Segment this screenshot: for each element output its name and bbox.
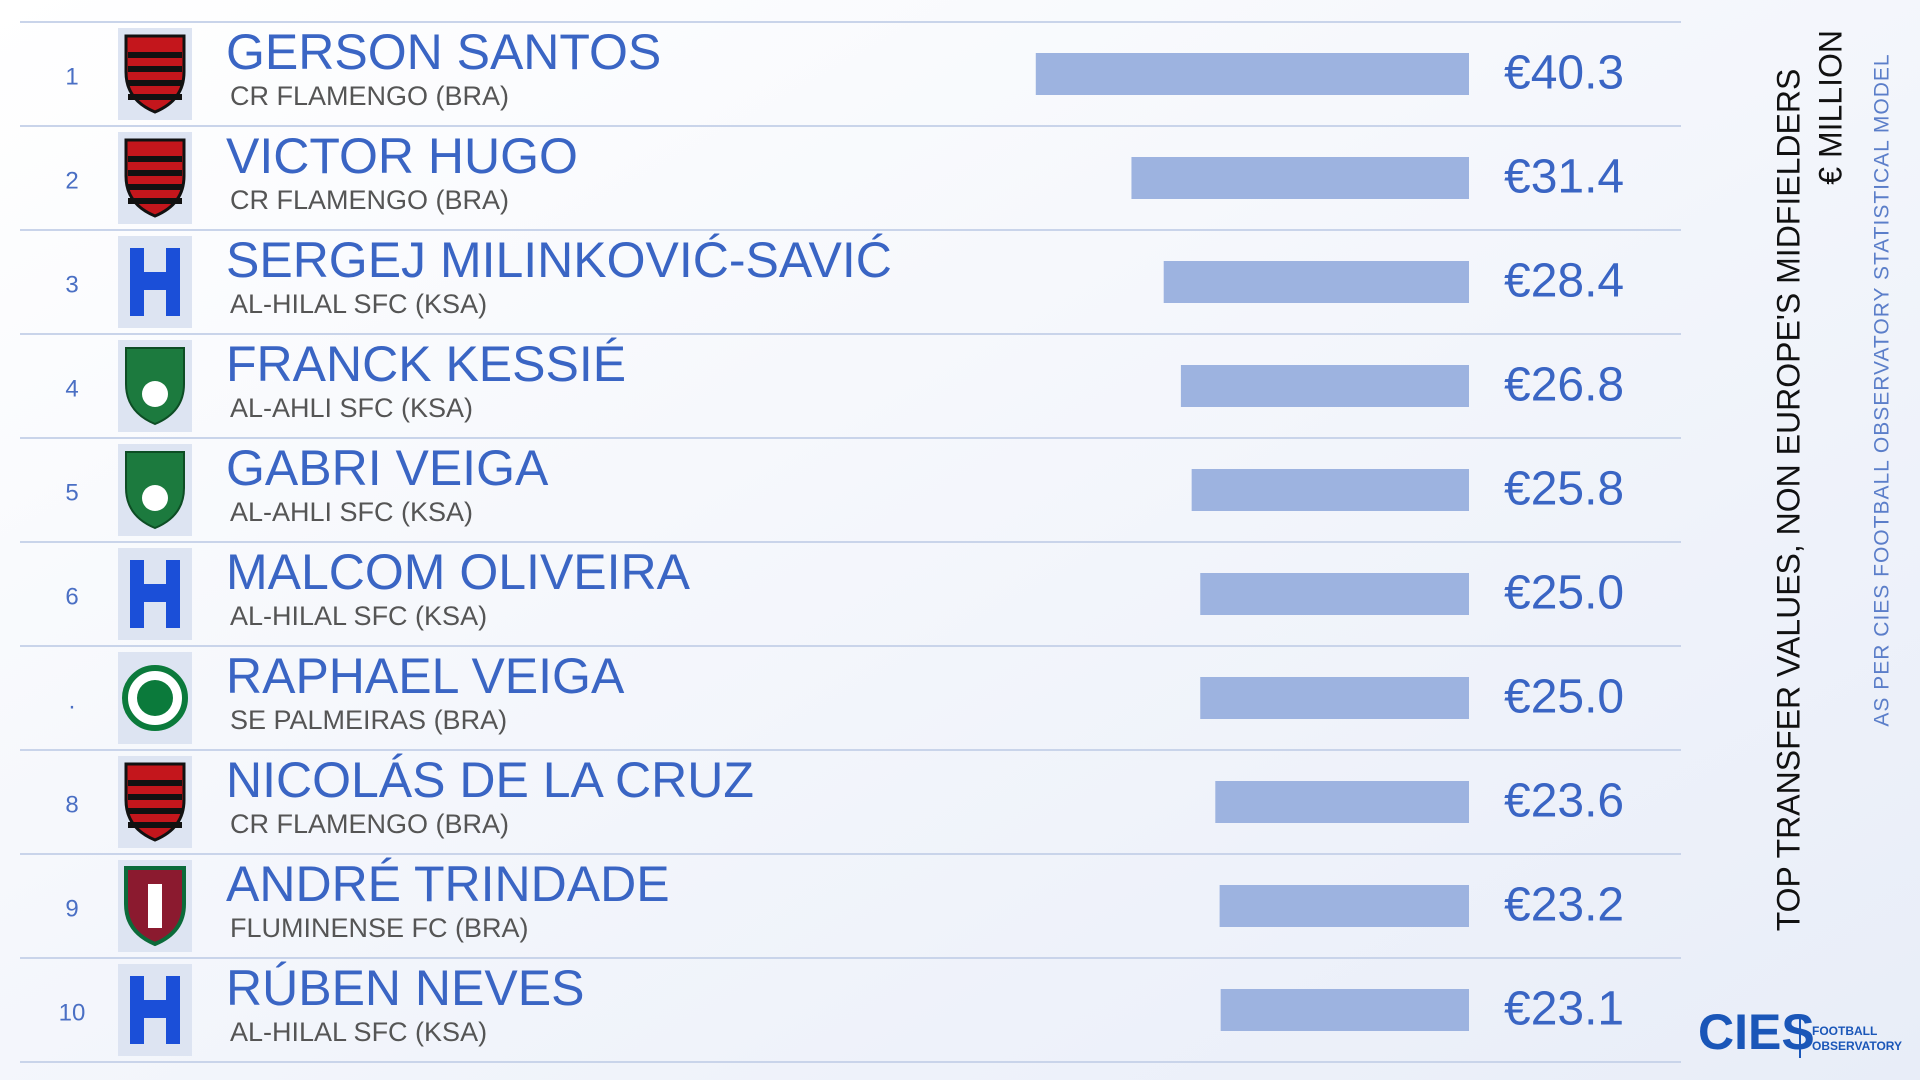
value-label: €40.3 — [1504, 47, 1624, 100]
chart-subtitle: € MILLION — [1812, 30, 1848, 185]
club-name: AL-HILAL SFC (KSA) — [230, 289, 487, 319]
logo-line: OBSERVATORY — [1812, 1039, 1902, 1053]
value-label: €25.0 — [1504, 671, 1624, 724]
value-label: €28.4 — [1504, 255, 1624, 308]
value-label: €23.6 — [1504, 775, 1624, 828]
player-name: SERGEJ MILINKOVIĆ-SAVIĆ — [226, 232, 892, 288]
club-name: CR FLAMENGO (BRA) — [230, 809, 509, 839]
rank-label: 10 — [59, 999, 86, 1026]
club-name: AL-HILAL SFC (KSA) — [230, 1017, 487, 1047]
rank-label: 6 — [65, 583, 78, 610]
club-crest — [130, 560, 180, 628]
crest-stripe — [128, 184, 182, 190]
player-name: NICOLÁS DE LA CRUZ — [226, 752, 754, 808]
crest-stripe — [128, 170, 182, 176]
club-name: AL-AHLI SFC (KSA) — [230, 393, 473, 423]
rank-label: 1 — [65, 63, 78, 90]
bar — [1191, 469, 1469, 511]
bar — [1200, 573, 1469, 615]
bar — [1219, 885, 1469, 927]
player-name: RÚBEN NEVES — [226, 960, 584, 1016]
bar — [1200, 677, 1469, 719]
club-crest — [130, 976, 180, 1044]
rank-label: 4 — [65, 375, 78, 402]
club-name: AL-HILAL SFC (KSA) — [230, 601, 487, 631]
crest-stripe — [128, 808, 182, 814]
source-note: AS PER CIES FOOTBALL OBSERVATORY STATIST… — [1871, 53, 1894, 726]
rank-label: . — [69, 687, 76, 714]
crest-stripe — [128, 156, 182, 162]
bar — [1035, 53, 1469, 95]
crest-stripe — [128, 94, 182, 100]
player-name: RAPHAEL VEIGA — [226, 648, 625, 704]
crest-emblem — [142, 485, 168, 511]
bar — [1131, 157, 1469, 199]
bar — [1220, 989, 1469, 1031]
crest-stripe — [128, 198, 182, 204]
player-name: MALCOM OLIVEIRA — [226, 544, 691, 600]
crest-emblem — [137, 680, 173, 716]
crest-emblem — [142, 381, 168, 407]
logo-line: FOOTBALL — [1812, 1024, 1877, 1038]
club-name: AL-AHLI SFC (KSA) — [230, 497, 473, 527]
value-label: €25.0 — [1504, 567, 1624, 620]
crest-stripe — [128, 822, 182, 828]
value-label: €23.2 — [1504, 879, 1624, 932]
rank-label: 5 — [65, 479, 78, 506]
player-name: GERSON SANTOS — [226, 24, 661, 80]
crest-emblem — [148, 884, 162, 928]
club-crest — [130, 248, 180, 316]
value-label: €25.8 — [1504, 463, 1624, 516]
club-name: SE PALMEIRAS (BRA) — [230, 705, 507, 735]
club-name: CR FLAMENGO (BRA) — [230, 81, 509, 111]
bar — [1163, 261, 1469, 303]
logo-name: CIES — [1698, 1004, 1815, 1060]
crest-stripe — [128, 780, 182, 786]
crest-stripe — [128, 794, 182, 800]
player-name: GABRI VEIGA — [226, 440, 549, 496]
player-name: FRANCK KESSIÉ — [226, 336, 626, 392]
crest-stripe — [128, 52, 182, 58]
bar — [1215, 781, 1469, 823]
player-name: ANDRÉ TRINDADE — [226, 856, 670, 912]
bar — [1180, 365, 1469, 407]
crest-stripe — [128, 80, 182, 86]
rank-label: 3 — [65, 271, 78, 298]
club-name: CR FLAMENGO (BRA) — [230, 185, 509, 215]
value-label: €23.1 — [1504, 983, 1624, 1036]
chart-title: TOP TRANSFER VALUES, NON EUROPE'S MIDFIE… — [1770, 69, 1806, 932]
value-label: €26.8 — [1504, 359, 1624, 412]
rank-label: 2 — [65, 167, 78, 194]
club-name: FLUMINENSE FC (BRA) — [230, 913, 529, 943]
rank-label: 9 — [65, 895, 78, 922]
crest-stripe — [128, 66, 182, 72]
rank-label: 8 — [65, 791, 78, 818]
player-name: VICTOR HUGO — [226, 128, 578, 184]
value-label: €31.4 — [1504, 151, 1624, 204]
